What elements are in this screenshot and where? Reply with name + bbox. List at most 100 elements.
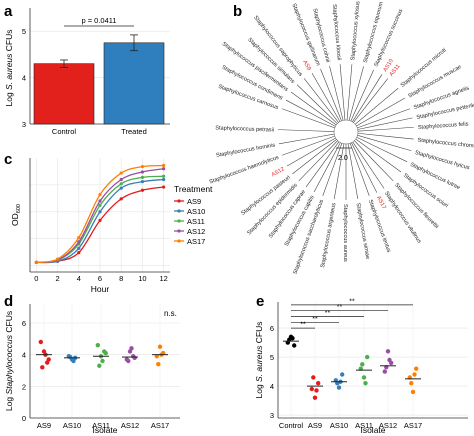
growth-point-as12 bbox=[119, 177, 123, 182]
tree-branch-tip bbox=[313, 168, 328, 193]
tree-branch bbox=[357, 129, 382, 132]
data-point-as12 bbox=[387, 357, 392, 363]
tree-branch-tip bbox=[352, 172, 359, 200]
panel-e-grid bbox=[278, 302, 468, 418]
bar-control bbox=[33, 63, 95, 125]
y-tick-label: 4 bbox=[22, 351, 26, 360]
tree-tip-label: Staphylococcus aureus bbox=[342, 204, 348, 262]
x-tick-label: AS11 bbox=[355, 421, 373, 430]
tree-tip-label: Staphylococcus xylosus bbox=[350, 1, 361, 61]
tree-branch bbox=[357, 125, 377, 130]
tree-branch bbox=[354, 140, 375, 162]
tree-branch-tip bbox=[358, 165, 370, 197]
x-tick-label: AS11 bbox=[92, 421, 110, 430]
growth-point-as11 bbox=[140, 175, 145, 179]
tree-branch-tip bbox=[305, 152, 331, 188]
panel-d-x-axis-label: Isolate bbox=[92, 425, 117, 435]
tree-branch-tip bbox=[360, 153, 385, 189]
data-point-as9 bbox=[46, 357, 51, 362]
panel-e-significance: ** ** ** ** ** bbox=[291, 298, 413, 329]
tree-tip-label: Staphylococcus carnosus bbox=[217, 84, 279, 111]
data-point-as17 bbox=[410, 389, 416, 395]
phylogenetic-tree: Staphylococcus kloosii Staphylococcus xyl… bbox=[209, 1, 474, 276]
panel-d-letter: d bbox=[4, 293, 13, 310]
data-point-as11 bbox=[361, 375, 367, 380]
tree-branch bbox=[351, 142, 361, 160]
legend-marker-as17 bbox=[177, 239, 181, 243]
growth-point-as12 bbox=[77, 240, 81, 244]
data-point-as9 bbox=[40, 365, 45, 370]
tree-branch-tip bbox=[281, 140, 322, 156]
tree-branch-tip bbox=[339, 64, 345, 107]
tree-branch-tip bbox=[311, 72, 334, 110]
tree-branch-tip bbox=[370, 138, 412, 152]
x-tick-label: AS12 bbox=[121, 421, 139, 430]
tree-branch-tip bbox=[296, 84, 321, 108]
tree-branch-tip bbox=[322, 165, 334, 197]
tree-branch bbox=[320, 99, 339, 123]
panel-d-y-axis-label: Log Staphylococcus CFUs bbox=[4, 311, 14, 411]
tree-branch-tip bbox=[359, 74, 383, 111]
panel-c-x-axis-label: Hour bbox=[91, 284, 110, 294]
data-point-as11 bbox=[363, 381, 368, 386]
y-tick-label: 6 bbox=[22, 319, 26, 328]
panel-d-points bbox=[36, 339, 168, 370]
x-tick-label: 2 bbox=[55, 274, 59, 283]
tree-tip-label: Staphylococcus petrasii bbox=[215, 125, 274, 133]
bar-treated bbox=[103, 42, 165, 125]
panel-d-x-ticks: AS9 AS10 AS11 AS12 AS17 bbox=[37, 421, 169, 430]
data-point-as17 bbox=[412, 372, 417, 377]
panel-a-x-ticks: Control Treated bbox=[52, 127, 147, 136]
x-tick-label: Treated bbox=[121, 127, 147, 136]
y-tick-label: 4 bbox=[22, 74, 26, 83]
tree-branch-tip bbox=[373, 88, 399, 110]
tree-branch bbox=[352, 141, 361, 154]
panel-c-letter: c bbox=[4, 151, 12, 168]
x-tick-label: AS9 bbox=[37, 421, 51, 430]
tree-branch bbox=[346, 101, 350, 121]
panel-c-series bbox=[34, 163, 166, 264]
tree-branch-tip bbox=[374, 161, 394, 182]
growth-point-as12 bbox=[162, 167, 166, 171]
tree-branch bbox=[330, 141, 340, 154]
tree-branch bbox=[340, 143, 345, 163]
panel-e-x-axis-label: Isolate bbox=[360, 425, 385, 435]
tree-tip-label: AS17 bbox=[375, 195, 387, 210]
legend-label-as17: AS17 bbox=[187, 237, 205, 246]
tree-branch-tip bbox=[278, 137, 316, 145]
tree-tip-label: Staphylococcus kloosii bbox=[331, 4, 342, 61]
tree-tip-label: Staphylococcus fleurettii bbox=[393, 182, 439, 230]
data-point-as11 bbox=[360, 362, 365, 367]
x-tick-label: 6 bbox=[98, 274, 102, 283]
y-tick-label: 5 bbox=[22, 27, 26, 36]
data-point-as12 bbox=[385, 349, 391, 354]
tree-branch-tip bbox=[320, 68, 335, 104]
p-value-annotation: p = 0.0411 bbox=[81, 16, 116, 25]
tree-root-arc bbox=[333, 119, 359, 145]
panel-e-points bbox=[283, 334, 421, 400]
tree-branch bbox=[319, 106, 338, 124]
significance-label: ** bbox=[337, 304, 343, 311]
tree-tip-label: Staphylococcus argenteus bbox=[320, 202, 337, 268]
panel-d-grid bbox=[30, 304, 180, 419]
tree-branch bbox=[355, 138, 376, 154]
data-point-as11 bbox=[100, 358, 105, 364]
growth-point-as17 bbox=[34, 260, 38, 264]
y-tick-label: 0 bbox=[22, 414, 26, 423]
growth-point-as10 bbox=[77, 246, 81, 250]
legend-marker-as10 bbox=[177, 209, 181, 213]
panel-b-letter: b bbox=[233, 3, 242, 20]
panel-b: b Staphylococcus kloosii Staphylococcus x… bbox=[209, 1, 474, 276]
panel-c-y-axis-label: OD600 bbox=[10, 204, 22, 226]
tree-branch-tip bbox=[376, 117, 413, 126]
growth-point-as10 bbox=[162, 177, 166, 182]
growth-point-as17 bbox=[140, 165, 145, 169]
tree-branch bbox=[307, 117, 335, 129]
growth-point-as9 bbox=[119, 197, 123, 201]
x-tick-label: 0 bbox=[34, 274, 38, 283]
tree-tip-label: AS12 bbox=[271, 166, 286, 178]
growth-point-as9 bbox=[140, 188, 145, 192]
tree-branch bbox=[310, 130, 335, 132]
tree-tip-label: Staphylococcus lentus bbox=[367, 199, 392, 254]
